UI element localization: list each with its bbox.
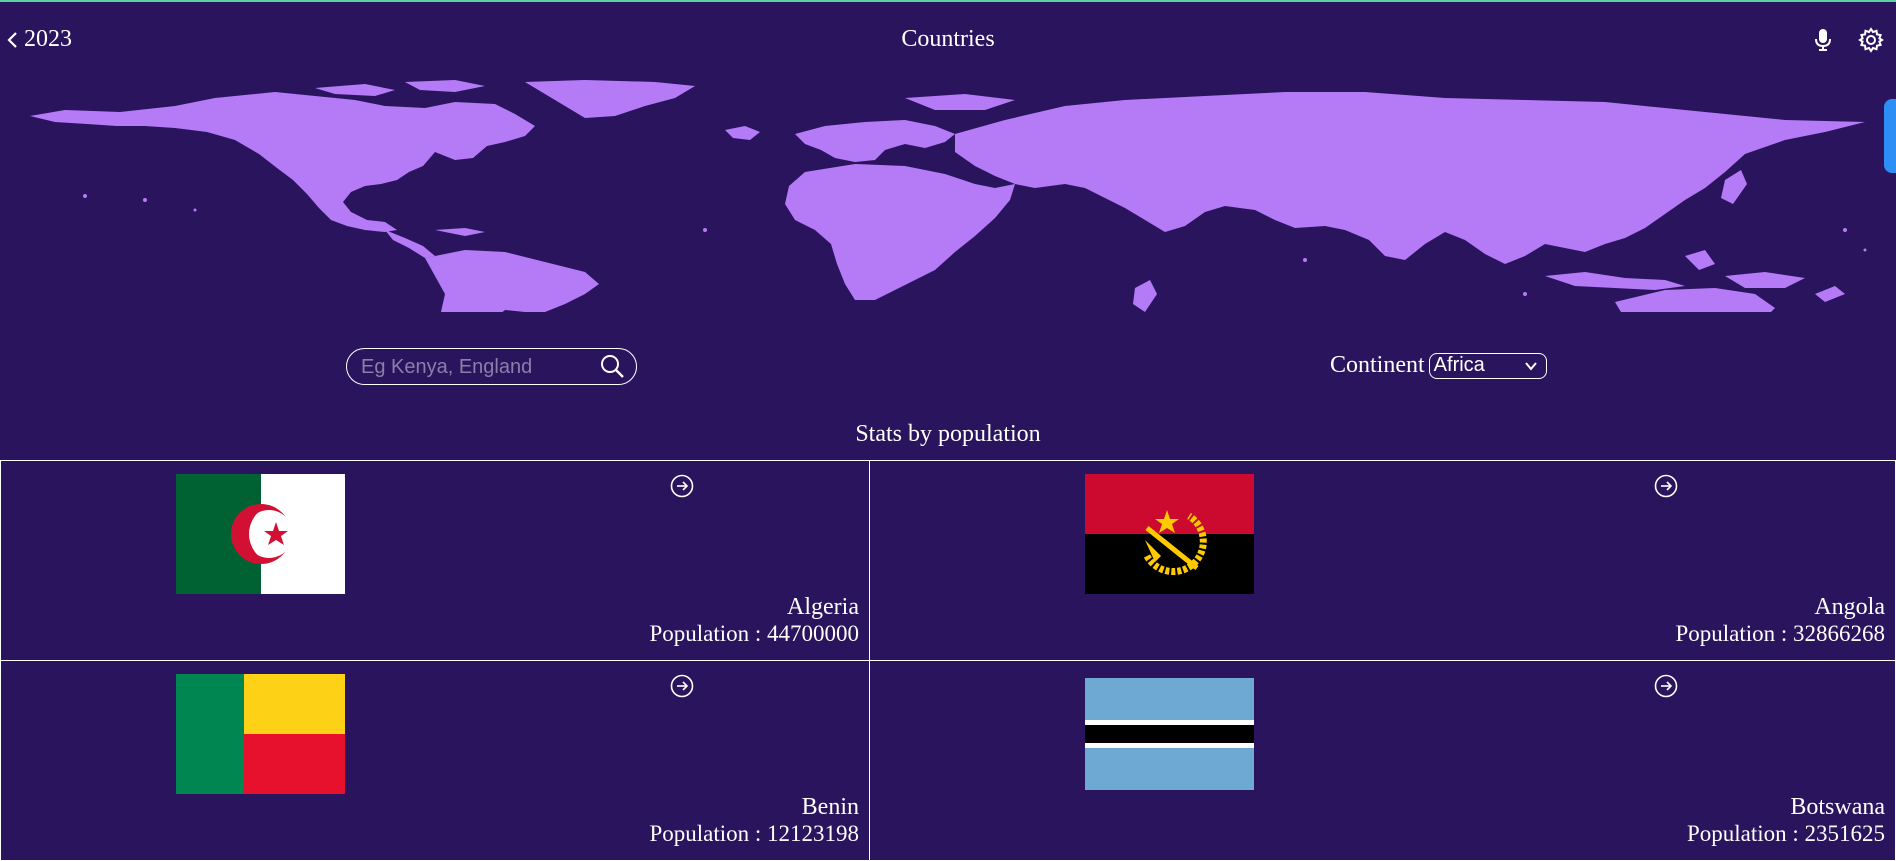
country-name: Algeria	[787, 594, 859, 620]
angola-flag	[1085, 474, 1254, 594]
map-land	[30, 80, 1867, 312]
botswana-flag	[1085, 678, 1254, 790]
country-population: Population : 32866268	[1675, 621, 1885, 646]
arrow-right-circle-icon[interactable]	[1654, 674, 1678, 698]
world-map[interactable]	[25, 80, 1870, 312]
back-button[interactable]: 2023	[6, 26, 72, 53]
continent-select[interactable]: Africa	[1428, 352, 1547, 379]
page-title: Countries	[901, 26, 995, 52]
country-name: Botswana	[1790, 794, 1885, 820]
search-input[interactable]	[359, 353, 593, 381]
continent-selected-value: Africa	[1433, 353, 1485, 376]
chevron-down-icon	[1524, 361, 1537, 371]
country-population: Population : 2351625	[1686, 821, 1885, 846]
back-label: 2023	[24, 26, 72, 52]
search-box	[346, 348, 637, 385]
continent-filter: Continent Africa	[1330, 352, 1547, 379]
country-card-algeria[interactable]: Algeria Population : 44700000	[0, 460, 870, 661]
country-name: Angola	[1814, 594, 1885, 620]
microphone-icon[interactable]	[1812, 28, 1834, 52]
section-title: Stats by population	[855, 421, 1041, 447]
country-card-angola[interactable]: Angola Population : 32866268	[869, 460, 1896, 661]
algeria-flag	[176, 474, 345, 594]
continent-label: Continent	[1330, 352, 1425, 378]
gear-icon[interactable]	[1858, 27, 1884, 53]
arrow-right-circle-icon[interactable]	[670, 474, 694, 498]
country-population: Population : 44700000	[649, 621, 859, 646]
country-name: Benin	[801, 794, 859, 820]
arrow-right-circle-icon[interactable]	[670, 674, 694, 698]
country-population: Population : 12123198	[649, 821, 859, 846]
top-accent-line	[0, 0, 1896, 2]
search-icon[interactable]	[600, 354, 625, 379]
country-card-benin[interactable]: Benin Population : 12123198	[0, 660, 870, 861]
country-card-botswana[interactable]: Botswana Population : 2351625	[869, 660, 1896, 861]
side-scroll-tab[interactable]	[1884, 99, 1896, 173]
arrow-right-circle-icon[interactable]	[1654, 474, 1678, 498]
country-grid: Algeria Population : 44700000 Angola Pop…	[0, 460, 1896, 861]
benin-flag	[176, 674, 345, 794]
chevron-left-icon	[7, 31, 17, 48]
app-header: 2023 Countries	[0, 0, 1896, 80]
